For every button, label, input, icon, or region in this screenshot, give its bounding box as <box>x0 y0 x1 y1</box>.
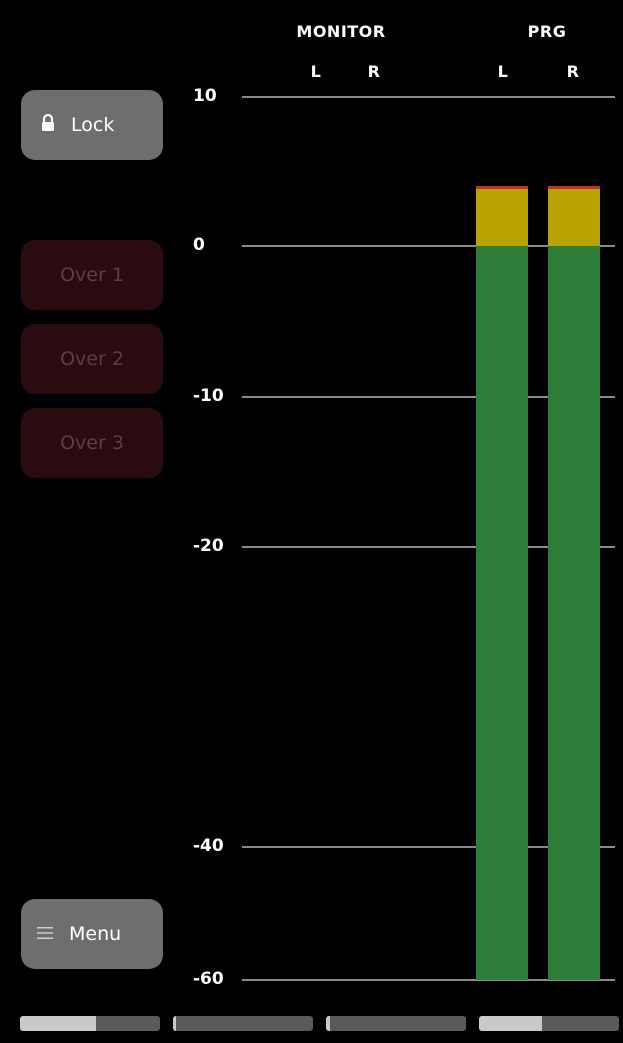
menu-button[interactable]: Menu <box>21 899 163 969</box>
over-3-button[interactable]: Over 3 <box>21 408 163 478</box>
tick-label-minus-40: -40 <box>193 836 224 856</box>
grid-line-0 <box>242 245 615 247</box>
tick-label-minus-60: -60 <box>193 969 224 989</box>
lock-button[interactable]: Lock <box>21 90 163 160</box>
over-1-button[interactable]: Over 1 <box>21 240 163 310</box>
meter-prg-l-peak-segment <box>476 186 528 190</box>
meter-prg-l-green-segment <box>476 245 528 980</box>
tick-label-minus-20: -20 <box>193 536 224 556</box>
meter-prg-r-peak-segment <box>548 186 600 190</box>
grid-line-minus-40 <box>242 846 615 848</box>
meter-prg-r <box>548 186 600 980</box>
prg-group-label: PRG <box>527 22 567 41</box>
scrollbar-1-thumb[interactable] <box>20 1016 96 1031</box>
scrollbar-3-thumb[interactable] <box>326 1016 331 1031</box>
grid-line-10 <box>242 96 615 98</box>
scrollbar-3[interactable] <box>326 1016 466 1031</box>
over-2-label: Over 2 <box>60 348 124 370</box>
scrollbar-2[interactable] <box>173 1016 313 1031</box>
monitor-l-label: L <box>310 62 322 81</box>
tick-label-10: 10 <box>193 86 217 106</box>
meter-prg-l-yellow-segment <box>476 186 528 246</box>
meter-prg-r-yellow-segment <box>548 186 600 246</box>
prg-r-label: R <box>566 62 580 81</box>
prg-l-label: L <box>497 62 509 81</box>
scrollbar-4-thumb[interactable] <box>479 1016 542 1031</box>
scrollbar-1[interactable] <box>20 1016 160 1031</box>
monitor-group-label: MONITOR <box>296 22 386 41</box>
grid-line-minus-60 <box>242 979 615 981</box>
tick-label-0: 0 <box>193 235 205 255</box>
meter-prg-r-green-segment <box>548 245 600 980</box>
scrollbar-2-thumb[interactable] <box>173 1016 176 1031</box>
menu-button-label: Menu <box>69 923 122 945</box>
menu-icon <box>37 923 53 945</box>
lock-icon <box>41 113 55 137</box>
lock-button-label: Lock <box>71 114 115 136</box>
monitor-r-label: R <box>367 62 381 81</box>
over-2-button[interactable]: Over 2 <box>21 324 163 394</box>
scrollbar-4[interactable] <box>479 1016 619 1031</box>
over-3-label: Over 3 <box>60 432 124 454</box>
grid-line-minus-10 <box>242 396 615 398</box>
tick-label-minus-10: -10 <box>193 386 224 406</box>
over-1-label: Over 1 <box>60 264 124 286</box>
meter-prg-l <box>476 186 528 980</box>
grid-line-minus-20 <box>242 546 615 548</box>
